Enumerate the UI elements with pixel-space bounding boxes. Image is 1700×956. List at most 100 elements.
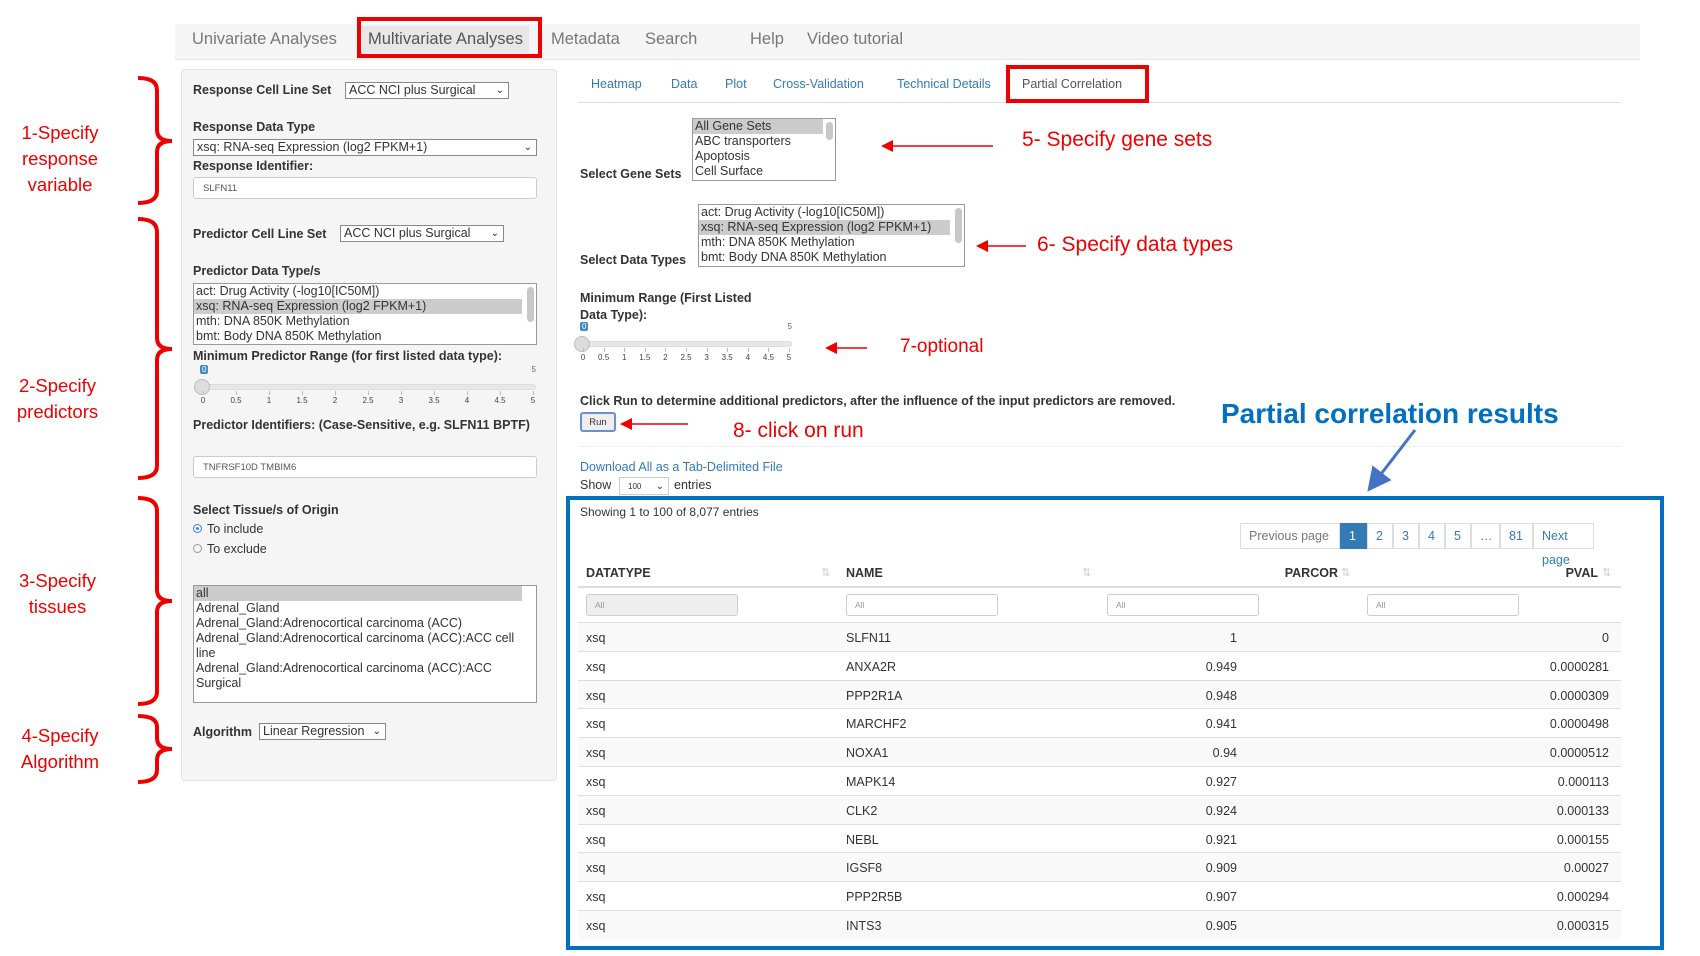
cell-pval: 0.0000512: [1549, 746, 1609, 761]
entries-label: entries: [674, 478, 712, 492]
scrollbar[interactable]: [955, 208, 962, 243]
red-arrows: [620, 140, 1026, 430]
gene-sets-label: Select Gene Sets: [580, 167, 682, 181]
selected-value: ACC NCI plus Surgical: [344, 226, 471, 240]
nav-metadata[interactable]: Metadata: [551, 30, 620, 48]
table-row: xsq MAPK14 0.927 0.000113: [578, 766, 1621, 795]
scrollbar[interactable]: [527, 287, 534, 322]
list-option[interactable]: Adrenal_Gland: [196, 601, 280, 615]
column-header-datatype[interactable]: DATATYPE: [586, 566, 651, 580]
list-option[interactable]: Adrenal_Gland:Adrenocortical carcinoma (…: [196, 616, 463, 630]
list-option[interactable]: bmt: Body DNA 850K Methylation: [196, 329, 382, 343]
nav-video-tutorial[interactable]: Video tutorial: [807, 30, 904, 48]
response-identifier-input[interactable]: SLFN11: [193, 177, 537, 199]
table-row: xsq SLFN11 1 0: [578, 622, 1621, 651]
slider-tick: [500, 391, 501, 395]
list-option[interactable]: act: Drug Activity (-log10[IC50M]): [701, 205, 885, 219]
page-81-button[interactable]: 81: [1500, 523, 1533, 549]
slider-handle[interactable]: [574, 336, 590, 352]
nav-multivariate-analyses[interactable]: Multivariate Analyses: [362, 26, 529, 53]
list-option[interactable]: Apoptosis: [695, 149, 750, 163]
cell-name: SLFN11: [846, 631, 891, 645]
column-header-parcor[interactable]: PARCOR: [1284, 566, 1338, 580]
page-length-select[interactable]: 100 ⌄: [619, 477, 669, 495]
list-option[interactable]: bmt: Body DNA 850K Methylation: [701, 250, 887, 264]
scrollbar[interactable]: [826, 122, 833, 140]
column-header-pval[interactable]: PVAL: [1565, 566, 1598, 580]
sort-icon[interactable]: ⇅: [1082, 567, 1092, 579]
previous-page-button[interactable]: Previous page: [1240, 523, 1340, 549]
page-3-button[interactable]: 3: [1393, 523, 1419, 549]
list-option-selected[interactable]: xsq: RNA-seq Expression (log2 FPKM+1): [699, 220, 950, 235]
nav-search[interactable]: Search: [645, 30, 698, 48]
tissue-label: Select Tissue/s of Origin: [193, 503, 339, 517]
cell-name: MARCHF2: [846, 717, 907, 732]
selected-value: ACC NCI plus Surgical: [349, 83, 476, 97]
cell-datatype: xsq: [586, 631, 606, 645]
data-types-label: Select Data Types: [580, 253, 687, 267]
tissue-list[interactable]: all Adrenal_Gland Adrenal_Gland:Adrenoco…: [193, 585, 537, 703]
tab-cross-validation[interactable]: Cross-Validation: [773, 77, 864, 91]
radio-to-include[interactable]: To include: [193, 522, 263, 536]
next-page-button[interactable]: Next page: [1533, 523, 1594, 567]
page-5-button[interactable]: 5: [1445, 523, 1471, 549]
predictor-cell-line-set-select[interactable]: ACC NCI plus Surgical ⌄: [340, 225, 504, 242]
slider-tick-label: 0.5: [230, 396, 242, 405]
cell-parcor: 1: [1230, 631, 1237, 645]
slider-tick-label: 1.5: [296, 396, 308, 405]
page-4-button[interactable]: 4: [1419, 523, 1445, 549]
slider-tick: [665, 348, 667, 352]
gene-sets-list[interactable]: All Gene Sets ABC transporters Apoptosis…: [692, 118, 836, 181]
slider-tick: [706, 348, 708, 352]
response-data-type-select[interactable]: xsq: RNA-seq Expression (log2 FPKM+1) ⌄: [193, 139, 537, 156]
filter-pval[interactable]: All: [1367, 594, 1519, 616]
slider-handle[interactable]: [194, 379, 210, 395]
download-link[interactable]: Download All as a Tab-Delimited File: [580, 460, 783, 474]
list-option-selected[interactable]: All Gene Sets: [693, 119, 823, 134]
nav-univariate-analyses[interactable]: Univariate Analyses: [192, 30, 337, 48]
page-2-button[interactable]: 2: [1367, 523, 1393, 549]
predictor-identifiers-input[interactable]: TNFRSF10D TMBIM6: [193, 456, 537, 478]
nav-help[interactable]: Help: [750, 30, 784, 48]
response-cell-line-set-select[interactable]: ACC NCI plus Surgical ⌄: [345, 82, 509, 99]
list-option[interactable]: Cell Surface: [695, 164, 764, 178]
list-option[interactable]: ABC transporters: [695, 134, 791, 148]
tab-data[interactable]: Data: [671, 77, 698, 91]
predictor-data-types-list[interactable]: act: Drug Activity (-log10[IC50M]) xsq: …: [193, 283, 537, 345]
response-cell-line-set-label: Response Cell Line Set: [193, 83, 332, 97]
filter-parcor[interactable]: All: [1107, 594, 1259, 616]
cell-datatype: xsq: [586, 746, 606, 761]
list-option[interactable]: Adrenal_Gland:Adrenocortical carcinoma (…: [196, 661, 492, 690]
tab-plot[interactable]: Plot: [725, 77, 747, 91]
run-instructions: Click Run to determine additional predic…: [580, 394, 1176, 408]
sort-icon[interactable]: ⇅: [821, 567, 831, 579]
list-option[interactable]: mth: DNA 850K Methylation: [196, 314, 350, 328]
tab-heatmap[interactable]: Heatmap: [591, 77, 642, 91]
slider-tick-label: 0: [580, 353, 586, 362]
radio-to-exclude[interactable]: To exclude: [193, 542, 267, 556]
column-header-name[interactable]: NAME: [846, 566, 883, 580]
cell-datatype: xsq: [586, 688, 606, 703]
min-range-slider[interactable]: 0 5 0 0.5 1 1.5 2 2.5 3 3.5 4 4.5 5: [574, 322, 792, 363]
min-predictor-range-slider[interactable]: 0 5 0 0.5 1 1.5 2 2.5 3 3.5 4 4.5 5: [194, 365, 536, 406]
filter-datatype[interactable]: All: [586, 594, 738, 616]
list-option[interactable]: Adrenal_Gland:Adrenocortical carcinoma (…: [196, 631, 515, 660]
table-row: xsq CLK2 0.924 0.000133: [578, 794, 1621, 824]
cell-datatype: xsq: [586, 717, 606, 732]
sort-icon[interactable]: ⇅: [1602, 567, 1612, 579]
tab-partial-correlation[interactable]: Partial Correlation: [1022, 77, 1123, 91]
cell-parcor: 0.905: [1205, 919, 1237, 933]
sort-icon[interactable]: ⇅: [1341, 567, 1351, 579]
list-option[interactable]: act: Drug Activity (-log10[IC50M]): [196, 284, 380, 298]
list-option[interactable]: mth: DNA 850K Methylation: [701, 235, 855, 249]
tab-technical-details[interactable]: Technical Details: [897, 77, 991, 91]
cell-datatype: xsq: [586, 890, 606, 905]
filter-name[interactable]: All: [846, 594, 998, 616]
run-button[interactable]: Run: [580, 412, 616, 432]
slider-tick-label: 4.5: [494, 396, 506, 405]
list-option-selected[interactable]: all: [194, 586, 522, 601]
data-types-list[interactable]: act: Drug Activity (-log10[IC50M]) xsq: …: [698, 204, 965, 267]
list-option-selected[interactable]: xsq: RNA-seq Expression (log2 FPKM+1): [194, 299, 522, 314]
page-1-button[interactable]: 1: [1340, 523, 1367, 549]
algorithm-select[interactable]: Linear Regression ⌄: [259, 723, 386, 740]
